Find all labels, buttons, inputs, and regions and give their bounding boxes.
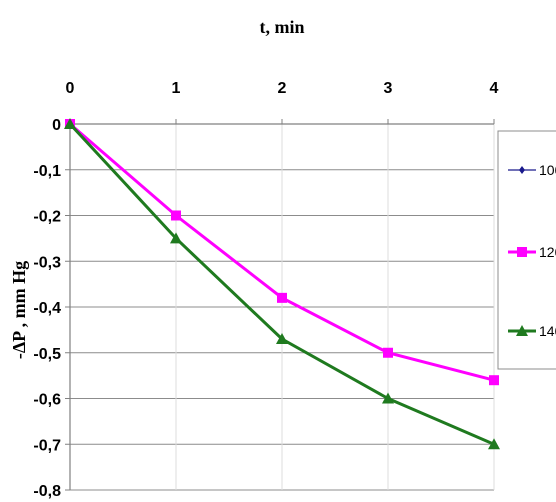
y-tick-label: -0,5 bbox=[33, 346, 61, 363]
legend: 100 120 140 bbox=[497, 130, 556, 370]
data-point-140 bbox=[382, 392, 394, 404]
y-tick-label: -0,2 bbox=[33, 209, 61, 226]
x-tick-label: 2 bbox=[278, 80, 287, 97]
series-group bbox=[64, 118, 500, 450]
y-axis-label: -ΔP , mm Hg bbox=[9, 261, 29, 359]
y-tick-label: -0,6 bbox=[33, 392, 61, 409]
y-tick-label: -0,7 bbox=[33, 437, 61, 454]
data-point-120 bbox=[383, 347, 393, 358]
x-tick-label: 1 bbox=[172, 80, 181, 97]
data-point-120 bbox=[171, 210, 181, 221]
legend-label-120: 120 bbox=[539, 244, 556, 260]
data-point-120 bbox=[489, 375, 499, 386]
legend-marker-140 bbox=[516, 325, 528, 336]
x-tick-label: 3 bbox=[384, 80, 393, 97]
chart-title: t, min bbox=[260, 17, 305, 37]
data-point-140 bbox=[170, 232, 182, 244]
legend-label-100: 100 bbox=[539, 162, 556, 178]
data-point-120 bbox=[277, 292, 287, 303]
y-tick-label: -0,8 bbox=[33, 483, 61, 500]
y-tick-label: 0 bbox=[52, 117, 61, 134]
x-tick-label: 4 bbox=[490, 80, 499, 97]
legend-marker-100 bbox=[519, 166, 525, 174]
grid-lines bbox=[70, 124, 495, 491]
x-tick-label: 0 bbox=[66, 80, 75, 97]
legend-label-140: 140 bbox=[539, 323, 556, 339]
legend-marker-120 bbox=[517, 247, 527, 257]
y-tick-label: -0,3 bbox=[33, 254, 61, 271]
y-tick-label: -0,1 bbox=[33, 163, 61, 180]
data-point-140 bbox=[276, 333, 288, 345]
axes bbox=[65, 119, 495, 491]
data-point-140 bbox=[488, 438, 500, 450]
y-tick-label: -0,4 bbox=[33, 300, 61, 317]
data-point-140 bbox=[64, 118, 76, 129]
x-tick-labels: 0 1 2 3 4 bbox=[66, 80, 499, 97]
y-tick-labels: 0 -0,1 -0,2 -0,3 -0,4 -0,5 -0,6 -0,7 -0,8 bbox=[33, 117, 61, 500]
